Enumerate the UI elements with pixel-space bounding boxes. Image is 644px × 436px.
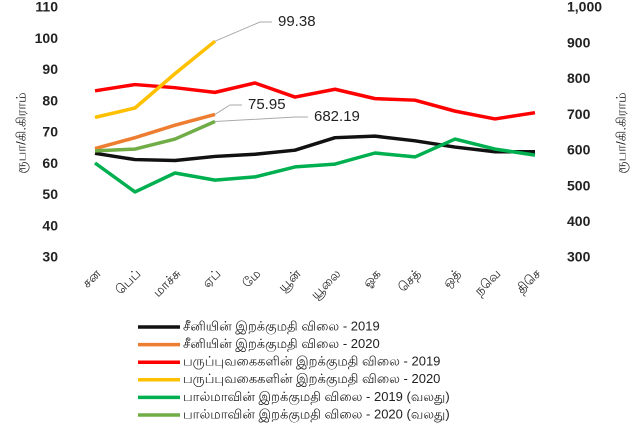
x-tick-label: ஏப் bbox=[199, 266, 224, 291]
x-tick-label: செத் bbox=[395, 266, 424, 295]
y-tick-label: 50 bbox=[42, 186, 58, 202]
y2-tick-label: 300 bbox=[567, 249, 591, 265]
legend-label: சீனியின் இறக்குமதி விலை - 2019 bbox=[183, 318, 380, 334]
series-line bbox=[94, 112, 216, 151]
x-tick-label: சன bbox=[79, 266, 104, 291]
y-tick-label: 80 bbox=[42, 92, 58, 108]
legend-label: பால்மாவின் இறக்குமதி விலை - 2020 (வலது) bbox=[183, 406, 450, 422]
x-tick-label: நவெ bbox=[471, 266, 503, 298]
legend-label: சீனியின் இறக்குமதி விலை - 2020 bbox=[183, 336, 380, 352]
x-tick-label: திசெ bbox=[513, 266, 543, 296]
y-tick-label: 40 bbox=[42, 217, 58, 233]
y2-tick-label: 700 bbox=[567, 106, 591, 122]
y2-tick-label: 800 bbox=[567, 70, 591, 86]
x-tick-label: ஓக bbox=[359, 266, 383, 290]
y2-tick-label: 400 bbox=[567, 213, 591, 229]
leader-line bbox=[214, 104, 242, 115]
x-tick-label: பெப் bbox=[112, 266, 143, 297]
y-tick-label: 60 bbox=[42, 155, 58, 171]
x-tick-label: மே bbox=[239, 266, 264, 291]
y-tick-label: 100 bbox=[35, 30, 59, 46]
y-axis-label: ரூபா/கி.கிராம் bbox=[13, 92, 29, 173]
data-label: 75.95 bbox=[248, 96, 286, 113]
y2-tick-label: 600 bbox=[567, 142, 591, 158]
legend-label: பருப்புவகைகளின் இறக்குமதி விலை - 2019 bbox=[183, 354, 440, 370]
y2-axis-label: ரூபா/கி.கிராம் bbox=[613, 92, 629, 173]
leader-line bbox=[214, 21, 272, 42]
y-tick-label: 30 bbox=[42, 249, 58, 265]
x-tick-label: யூலை bbox=[308, 266, 344, 302]
series-line bbox=[94, 39, 217, 120]
y2-tick-label: 900 bbox=[567, 34, 591, 50]
x-tick-label: ஒத் bbox=[439, 266, 463, 290]
x-tick-label: யூன் bbox=[275, 266, 304, 295]
legend-label: பால்மாவின் இறக்குமதி விலை - 2019 (வலது) bbox=[183, 389, 450, 405]
data-label: 99.38 bbox=[278, 13, 316, 30]
leader-line bbox=[214, 116, 308, 123]
series-line bbox=[94, 81, 536, 121]
y2-tick-label: 1,000 bbox=[567, 0, 602, 15]
legend-label: பருப்புவகைகளின் இறக்குமதி விலை - 2020 bbox=[183, 371, 440, 387]
y-tick-label: 90 bbox=[42, 61, 58, 77]
series-line bbox=[94, 119, 216, 153]
y-tick-label: 70 bbox=[42, 124, 58, 140]
x-tick-label: மாச்சு bbox=[150, 266, 184, 300]
data-label: 682.19 bbox=[314, 108, 360, 125]
y-tick-label: 110 bbox=[35, 0, 58, 15]
series-line bbox=[94, 134, 535, 163]
series-line bbox=[93, 137, 536, 194]
y2-tick-label: 500 bbox=[567, 177, 591, 193]
